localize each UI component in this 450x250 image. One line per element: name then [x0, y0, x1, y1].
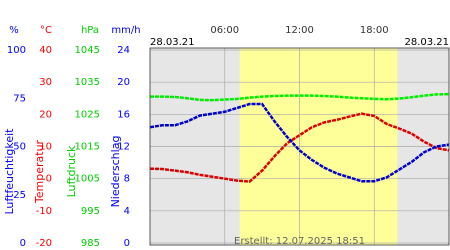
y-tick-label: 1025 — [75, 109, 100, 120]
y-tick-label: 25 — [13, 190, 26, 201]
y-tick-label: 10 — [39, 142, 52, 153]
x-tick-label: 18:00 — [360, 25, 389, 36]
y-tick-label: 0 — [46, 174, 52, 185]
y-tick-label: 1005 — [75, 174, 100, 185]
series-line — [150, 92, 450, 102]
y-tick-label: -10 — [36, 206, 52, 217]
y-tick-label: 1015 — [75, 142, 100, 153]
y-tick-label: 16 — [117, 109, 130, 120]
date-left: 28.03.21 — [150, 37, 195, 48]
y-tick-label: 30 — [39, 77, 52, 88]
axis-title: Temperatur — [33, 139, 46, 204]
y-tick-label: 12 — [117, 142, 130, 153]
y-tick-label: 4 — [124, 206, 130, 217]
axis-unit: hPa — [81, 25, 99, 36]
x-tick-label: 06:00 — [210, 25, 239, 36]
y-tick-label: 50 — [13, 142, 26, 153]
x-tick-label: 12:00 — [285, 25, 314, 36]
y-tick-label: 24 — [117, 45, 130, 56]
series-line — [149, 112, 450, 183]
created-label: Erstellt: 12.07.2025 18:51 — [234, 236, 365, 247]
y-tick-label: 1045 — [75, 45, 100, 56]
axis-title: Luftdruck — [65, 145, 78, 197]
plot-border — [149, 47, 450, 246]
series-line — [149, 102, 450, 183]
axis-title: Niederschlag — [109, 136, 122, 208]
y-tick-label: 995 — [81, 206, 100, 217]
y-tick-label: 1035 — [75, 77, 100, 88]
y-tick-label: -20 — [36, 238, 52, 249]
y-tick-label: 100 — [7, 45, 26, 56]
date-right: 28.03.21 — [404, 37, 449, 48]
y-tick-label: 20 — [39, 109, 52, 120]
y-tick-label: 20 — [117, 77, 130, 88]
axis-title: Luftfeuchtigkeit — [3, 128, 16, 215]
y-tick-label: 0 — [124, 238, 130, 249]
y-tick-label: 985 — [81, 238, 100, 249]
axis-unit: mm/h — [111, 25, 140, 36]
axis-unit: °C — [40, 25, 52, 36]
y-tick-label: 75 — [13, 93, 26, 104]
y-tick-label: 0 — [20, 238, 26, 249]
y-tick-label: 8 — [124, 174, 130, 185]
axis-unit: % — [9, 25, 19, 36]
y-tick-label: 40 — [39, 45, 52, 56]
